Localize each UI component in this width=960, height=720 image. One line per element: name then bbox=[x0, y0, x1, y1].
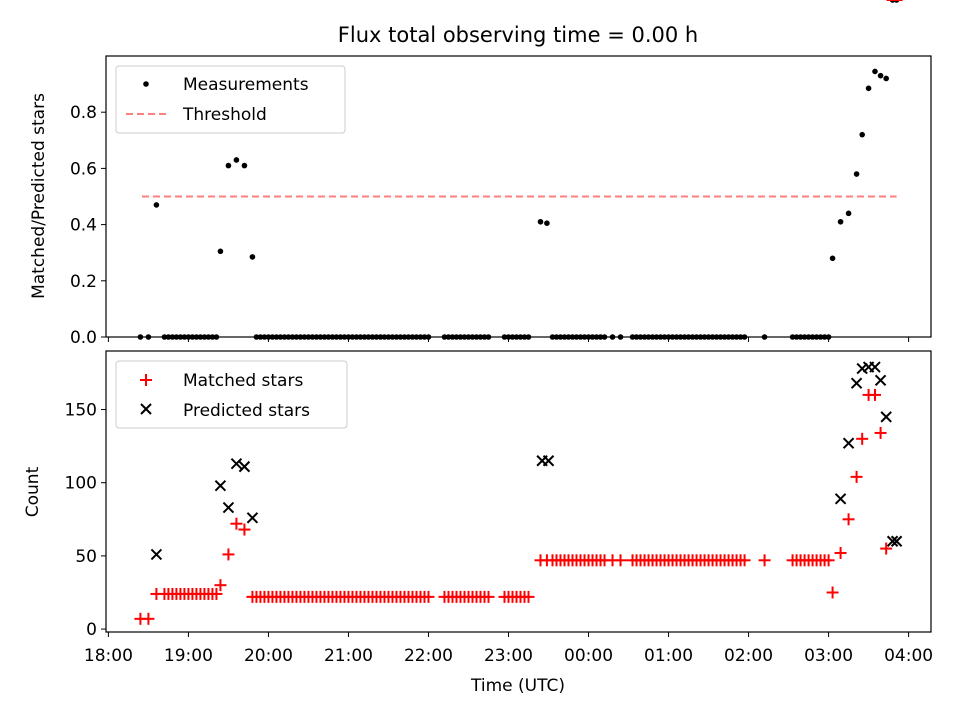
x-tick-label: 20:00 bbox=[244, 646, 293, 666]
matched-star-point bbox=[522, 590, 535, 603]
x-tick-label: 01:00 bbox=[644, 646, 693, 666]
chart-title: Flux total observing time = 0.00 h bbox=[338, 23, 698, 47]
predicted-star-point bbox=[150, 548, 163, 561]
measurement-point bbox=[837, 218, 844, 225]
matched-star-point bbox=[850, 470, 863, 483]
measurement-point bbox=[872, 68, 878, 75]
bottom-y-tick-label: 0 bbox=[86, 620, 97, 640]
top-legend-box bbox=[115, 65, 346, 134]
matched-star-point bbox=[210, 587, 223, 600]
bottom-axes: 0 50 100 150 18:00 19:00 20:00 21:00 22:00 23:00… bbox=[23, 0, 933, 696]
matched-star-point bbox=[842, 513, 855, 526]
bottom-y-tick-label: 100 bbox=[65, 474, 97, 494]
matched-star-point bbox=[826, 586, 839, 599]
bottom-legend-box bbox=[115, 360, 348, 429]
bottom-y-tick-label: 150 bbox=[65, 401, 97, 421]
matched-star-point bbox=[238, 523, 251, 536]
x-tick-label: 19:00 bbox=[164, 646, 213, 666]
legend-matched-label: Matched stars bbox=[183, 371, 303, 391]
measurement-point bbox=[217, 248, 224, 255]
matched-star-point bbox=[214, 579, 227, 592]
legend-measurements-label: Measurements bbox=[183, 75, 309, 95]
predicted-star-point bbox=[880, 411, 892, 423]
x-tick-label: 23:00 bbox=[484, 646, 533, 666]
measurement-point bbox=[225, 162, 232, 169]
measurement-point bbox=[859, 131, 865, 138]
measurement-point bbox=[537, 218, 544, 225]
matched-star-point bbox=[142, 612, 155, 625]
bottom-axes-frame bbox=[105, 350, 932, 633]
predicted-star-point bbox=[214, 479, 227, 492]
x-tick-label: 18:00 bbox=[84, 646, 133, 666]
predicted-star-point bbox=[886, 535, 899, 547]
measurement-point bbox=[853, 171, 860, 177]
bottom-legend: Matched stars Predicted stars bbox=[115, 360, 348, 429]
x-tick-label: 04:00 bbox=[884, 646, 933, 666]
x-tick-label: 02:00 bbox=[724, 646, 773, 666]
bottom-y-tick-label: 50 bbox=[75, 547, 97, 567]
top-y-tick-label: 0.2 bbox=[70, 272, 97, 292]
measurement-point bbox=[865, 85, 872, 92]
matched-star-point bbox=[222, 548, 235, 561]
matched-star-point bbox=[422, 590, 435, 603]
matched-star-point bbox=[482, 590, 495, 603]
measurement-point bbox=[544, 220, 550, 226]
matched-star-point bbox=[856, 432, 869, 445]
measurement-point bbox=[249, 254, 256, 260]
predicted-star-point bbox=[222, 501, 235, 514]
top-legend: Measurements Threshold bbox=[115, 65, 346, 134]
matched-star-point bbox=[230, 517, 243, 530]
legend-matched-marker bbox=[140, 374, 152, 386]
predicted-star-point bbox=[890, 535, 903, 547]
legend-measurements-marker bbox=[143, 81, 149, 87]
predicted-star-point bbox=[842, 437, 855, 449]
matched-star-point bbox=[738, 554, 751, 567]
predicted-star-point bbox=[246, 512, 259, 524]
top-y-tick-label: 0.8 bbox=[70, 103, 97, 123]
matched-star-point bbox=[868, 388, 881, 401]
measurement-point bbox=[241, 162, 248, 169]
legend-threshold-label: Threshold bbox=[182, 105, 267, 125]
measurement-point bbox=[845, 210, 852, 217]
top-y-tick-label: 0.4 bbox=[70, 216, 97, 236]
matched-star-point bbox=[614, 554, 627, 567]
top-y-tick-label: 0.6 bbox=[70, 159, 97, 179]
predicted-star-point bbox=[850, 377, 863, 389]
top-y-tick-label: 0.0 bbox=[70, 328, 97, 348]
legend-predicted-label: Predicted stars bbox=[183, 401, 310, 421]
matched-star-point bbox=[880, 542, 893, 555]
x-tick-label: 03:00 bbox=[804, 646, 853, 666]
predicted-star-point bbox=[874, 374, 887, 386]
top-axes: 0.00.20.40.60.8 Matched/Predicted stars … bbox=[29, 0, 932, 348]
top-y-axis-label: Matched/Predicted stars bbox=[29, 93, 49, 299]
x-axis-label: Time (UTC) bbox=[470, 676, 565, 696]
top-axes-frame bbox=[105, 55, 932, 338]
measurement-point bbox=[153, 202, 160, 208]
matched-star-point bbox=[834, 546, 847, 559]
measurement-point bbox=[233, 157, 240, 163]
x-tick-label: 21:00 bbox=[324, 646, 373, 666]
predicted-star-point bbox=[542, 455, 555, 467]
predicted-star-point bbox=[230, 457, 243, 470]
x-tick-label: 22:00 bbox=[404, 646, 453, 666]
matched-star-point bbox=[758, 554, 771, 567]
predicted-star-point bbox=[238, 460, 251, 473]
measurement-point bbox=[883, 75, 889, 82]
predicted-star-point bbox=[834, 493, 847, 505]
measurement-point bbox=[829, 255, 836, 262]
x-tick-label: 00:00 bbox=[564, 646, 613, 666]
bottom-y-axis-label: Count bbox=[23, 466, 43, 517]
matched-star-point bbox=[822, 554, 835, 567]
legend-predicted-marker bbox=[140, 403, 152, 415]
predicted-star-point bbox=[869, 361, 881, 373]
matched-star-point bbox=[874, 426, 887, 439]
measurement-point bbox=[877, 72, 884, 79]
